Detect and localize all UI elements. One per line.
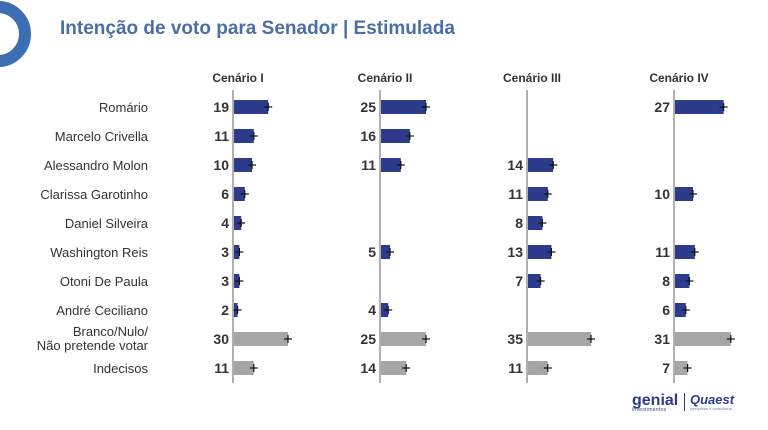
category-label: Indecisos: [93, 361, 148, 376]
bar: [234, 187, 245, 201]
value-label: 11: [655, 244, 670, 260]
value-label: 2: [221, 302, 229, 318]
value-label: 35: [507, 331, 523, 347]
value-label: 10: [213, 157, 229, 173]
value-label: 16: [360, 128, 376, 144]
bar: [528, 245, 552, 259]
value-label: 11: [214, 128, 229, 144]
bar: [234, 361, 254, 375]
value-label: 8: [515, 215, 523, 231]
chart-title: Intenção de voto para Senador | Estimula…: [60, 18, 455, 39]
value-label: 25: [360, 331, 376, 347]
bar: [528, 187, 548, 201]
bar: [381, 361, 407, 375]
bar: [381, 158, 401, 172]
bar: [675, 100, 724, 114]
bar: [528, 216, 543, 230]
quaest-logo: Quaest pesquisas e consultoria: [690, 392, 735, 411]
value-label: 10: [654, 186, 670, 202]
category-label: Clarissa Garotinho: [40, 187, 148, 202]
category-label: Romário: [99, 100, 148, 115]
value-label: 14: [360, 360, 376, 376]
category-label: Marcelo Crivella: [55, 129, 149, 144]
bar: [675, 187, 693, 201]
value-label: 11: [214, 360, 229, 376]
bar: [675, 303, 686, 317]
value-label: 13: [507, 244, 523, 260]
bar: [528, 274, 541, 288]
value-label: 7: [662, 360, 670, 376]
scenario-header: Cenário II: [358, 71, 413, 85]
brand-separator: [684, 393, 685, 411]
bar: [675, 361, 688, 375]
scenario-header: Cenário IV: [649, 71, 708, 85]
value-label: 11: [508, 360, 523, 376]
bar: [234, 129, 254, 143]
bar: [528, 361, 548, 375]
value-label: 7: [515, 273, 523, 289]
value-label: 6: [221, 186, 229, 202]
category-label: André Ceciliano: [56, 303, 148, 318]
value-label: 8: [662, 273, 670, 289]
value-label: 31: [654, 331, 670, 347]
category-label: Daniel Silveira: [65, 216, 149, 231]
bar: [675, 332, 731, 346]
category-label: Branco/Nulo/Não pretende votar: [37, 324, 149, 353]
value-label: 14: [507, 157, 523, 173]
category-label: Washington Reis: [50, 245, 148, 260]
value-label: 4: [368, 302, 376, 318]
value-label: 3: [221, 273, 229, 289]
value-label: 27: [654, 99, 670, 115]
bar: [675, 274, 690, 288]
bar: [381, 100, 426, 114]
scenario-header: Cenário I: [212, 71, 263, 85]
bar: [675, 245, 695, 259]
value-label: 19: [213, 99, 229, 115]
value-label: 11: [361, 157, 376, 173]
value-label: 4: [221, 215, 229, 231]
value-label: 6: [662, 302, 670, 318]
category-label: Alessandro Molon: [44, 158, 148, 173]
bar: [234, 100, 269, 114]
genial-logo: genial investimentos: [632, 392, 679, 413]
brand-arc-logo: [0, 1, 31, 67]
value-label: 3: [221, 244, 229, 260]
bar: [381, 332, 426, 346]
bar: [528, 332, 591, 346]
scenario-header: Cenário III: [503, 71, 561, 85]
category-label: Otoni De Paula: [60, 274, 149, 289]
value-label: 30: [213, 331, 229, 347]
bar: [381, 245, 390, 259]
value-label: 25: [360, 99, 376, 115]
value-label: 11: [508, 186, 523, 202]
bar: [381, 129, 410, 143]
bar: [528, 158, 554, 172]
bar: [234, 332, 288, 346]
bar: [234, 158, 252, 172]
value-label: 5: [368, 244, 376, 260]
